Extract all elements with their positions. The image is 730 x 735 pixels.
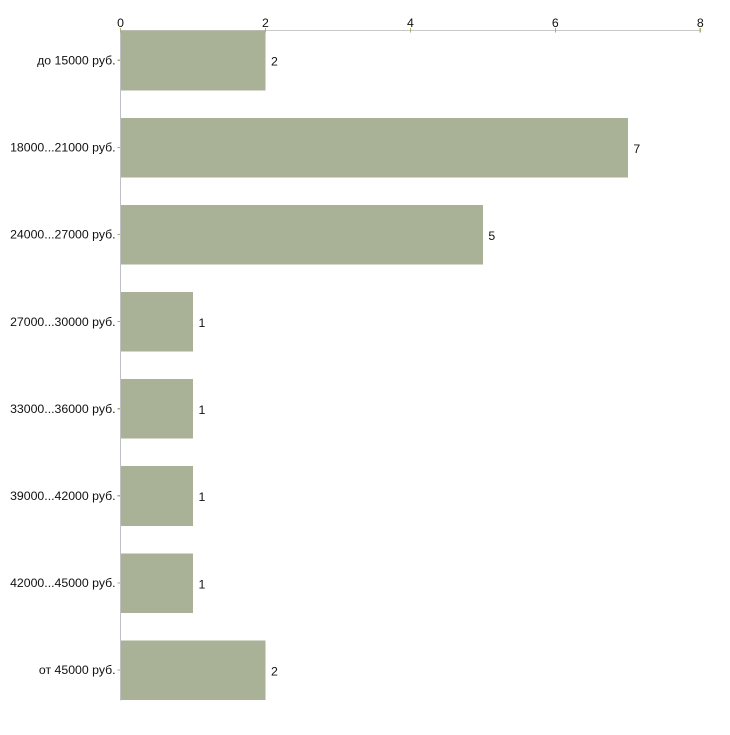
svg-text:1: 1: [198, 490, 205, 504]
svg-text:2: 2: [271, 664, 278, 678]
svg-text:1: 1: [198, 577, 205, 591]
svg-text:7: 7: [633, 142, 640, 156]
svg-text:8: 8: [697, 16, 704, 30]
svg-text:24000...27000 руб.: 24000...27000 руб.: [10, 228, 116, 242]
svg-text:33000...36000 руб.: 33000...36000 руб.: [10, 402, 116, 416]
svg-text:42000...45000 руб.: 42000...45000 руб.: [10, 576, 116, 590]
svg-text:2: 2: [271, 55, 278, 69]
svg-text:2: 2: [262, 16, 269, 30]
svg-text:6: 6: [552, 16, 559, 30]
svg-text:1: 1: [198, 316, 205, 330]
svg-text:до 15000 руб.: до 15000 руб.: [37, 54, 116, 68]
svg-text:5: 5: [488, 229, 495, 243]
svg-text:27000...30000 руб.: 27000...30000 руб.: [10, 315, 116, 329]
svg-text:4: 4: [407, 16, 414, 30]
svg-text:39000...42000 руб.: 39000...42000 руб.: [10, 489, 116, 503]
svg-text:от 45000 руб.: от 45000 руб.: [39, 663, 116, 677]
svg-text:0: 0: [117, 16, 124, 30]
svg-text:1: 1: [198, 403, 205, 417]
svg-text:18000...21000 руб.: 18000...21000 руб.: [10, 141, 116, 155]
